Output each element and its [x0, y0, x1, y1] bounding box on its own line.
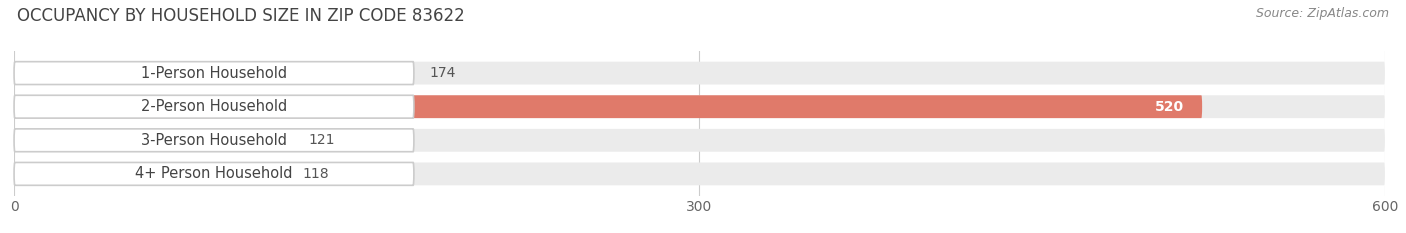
FancyBboxPatch shape: [14, 95, 1385, 118]
Text: 174: 174: [430, 66, 457, 80]
Text: 3-Person Household: 3-Person Household: [141, 133, 287, 148]
FancyBboxPatch shape: [14, 129, 291, 152]
Text: 1-Person Household: 1-Person Household: [141, 66, 287, 81]
Text: 2-Person Household: 2-Person Household: [141, 99, 287, 114]
FancyBboxPatch shape: [14, 62, 1385, 85]
FancyBboxPatch shape: [14, 95, 413, 118]
FancyBboxPatch shape: [14, 62, 413, 85]
FancyBboxPatch shape: [14, 162, 284, 185]
Text: Source: ZipAtlas.com: Source: ZipAtlas.com: [1256, 7, 1389, 20]
Text: 4+ Person Household: 4+ Person Household: [135, 166, 292, 181]
Text: OCCUPANCY BY HOUSEHOLD SIZE IN ZIP CODE 83622: OCCUPANCY BY HOUSEHOLD SIZE IN ZIP CODE …: [17, 7, 464, 25]
FancyBboxPatch shape: [14, 129, 1385, 152]
Text: 520: 520: [1154, 100, 1184, 114]
FancyBboxPatch shape: [14, 162, 413, 185]
Text: 118: 118: [302, 167, 329, 181]
FancyBboxPatch shape: [14, 129, 413, 152]
FancyBboxPatch shape: [14, 95, 1202, 118]
FancyBboxPatch shape: [14, 162, 1385, 185]
FancyBboxPatch shape: [14, 62, 412, 85]
Text: 121: 121: [309, 133, 335, 147]
